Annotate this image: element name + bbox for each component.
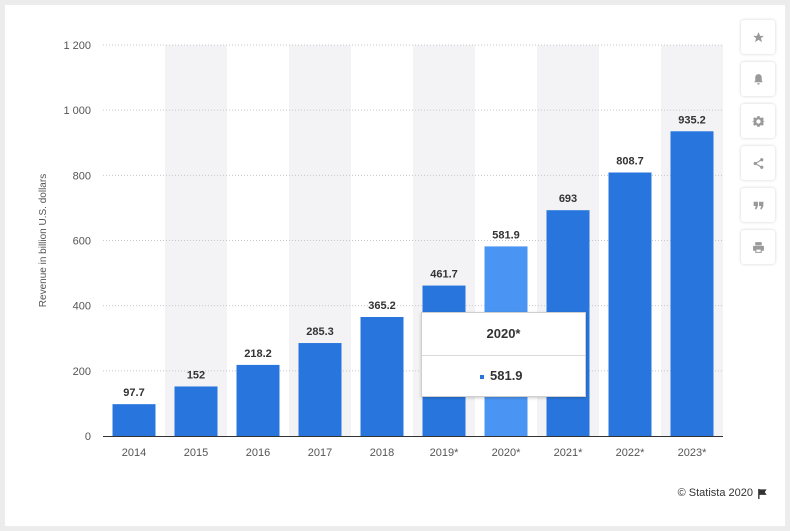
x-tick-label: 2022* [616, 447, 645, 459]
bar [112, 404, 156, 436]
settings-button[interactable] [741, 104, 775, 138]
bar [236, 364, 280, 436]
data-labels: 97.7 152 218.2 285.3 365.2 461.7 581.9 693 808.7… [123, 114, 705, 399]
cite-button[interactable] [741, 188, 775, 222]
data-label: 581.9 [492, 229, 520, 241]
data-label: 97.7 [123, 387, 144, 399]
tooltip-title: 2020* [422, 313, 585, 356]
x-tick-label: 2014 [122, 447, 146, 459]
data-label: 218.2 [244, 348, 272, 360]
credits[interactable]: © Statista 2020 [678, 487, 768, 499]
y-tick-label: 400 [73, 301, 91, 313]
data-label: 365.2 [368, 300, 396, 312]
data-label: 461.7 [430, 269, 458, 281]
x-tick-label: 2017 [308, 447, 332, 459]
series-marker [480, 374, 484, 379]
tooltip-value-row: 581.9 [422, 356, 585, 396]
data-label: 808.7 [616, 155, 644, 167]
x-tick-label: 2021* [554, 447, 583, 459]
x-tick-label: 2019* [430, 447, 459, 459]
y-tick-label: 800 [73, 170, 91, 182]
chart-card: 0 200 400 600 800 1 000 1 200 97.7 152 218.2 285.… [5, 5, 785, 526]
x-tick-label: 2023* [678, 447, 707, 459]
bell-icon [753, 73, 763, 85]
print-button[interactable] [741, 230, 775, 264]
tooltip-value: 581.9 [490, 368, 523, 383]
data-label: 152 [187, 369, 205, 381]
x-tick-label: 2015 [184, 447, 208, 459]
chart-tooltip: 2020* 581.9 [421, 312, 586, 397]
y-tick-label: 200 [73, 366, 91, 378]
favorite-button[interactable] [741, 20, 775, 54]
y-axis-title: Revenue in billion U.S. dollars [38, 174, 49, 307]
chart-toolbar [741, 20, 775, 264]
y-tick-label: 1 200 [63, 40, 91, 52]
x-tick-label: 2020* [492, 447, 521, 459]
bars [112, 131, 714, 436]
bar [298, 343, 342, 436]
share-button[interactable] [741, 146, 775, 180]
share-icon [753, 157, 763, 169]
flag-icon [758, 488, 767, 499]
data-label: 285.3 [306, 326, 334, 338]
bar [608, 172, 652, 436]
y-tick-label: 0 [85, 431, 91, 443]
print-icon [752, 241, 764, 253]
bar [670, 131, 714, 436]
y-tick-label: 600 [73, 236, 91, 248]
y-tick-label: 1 000 [63, 105, 91, 117]
data-label: 693 [559, 193, 577, 205]
x-tick-label: 2018 [370, 447, 394, 459]
x-axis-ticks: 2014 2015 2016 2017 2018 2019* 2020* 2021* 2022*… [122, 447, 707, 459]
star-icon [752, 31, 764, 42]
bar [360, 317, 404, 436]
y-axis-ticks: 0 200 400 600 800 1 000 1 200 [63, 40, 91, 443]
quote-icon [753, 201, 763, 209]
credits-text: © Statista 2020 [677, 487, 753, 499]
gear-icon [751, 115, 765, 127]
bar-chart: 0 200 400 600 800 1 000 1 200 97.7 152 218.2 285.… [38, 40, 723, 459]
data-label: 935.2 [678, 114, 706, 126]
notification-button[interactable] [741, 62, 775, 96]
x-tick-label: 2016 [246, 447, 270, 459]
bar [174, 386, 218, 436]
